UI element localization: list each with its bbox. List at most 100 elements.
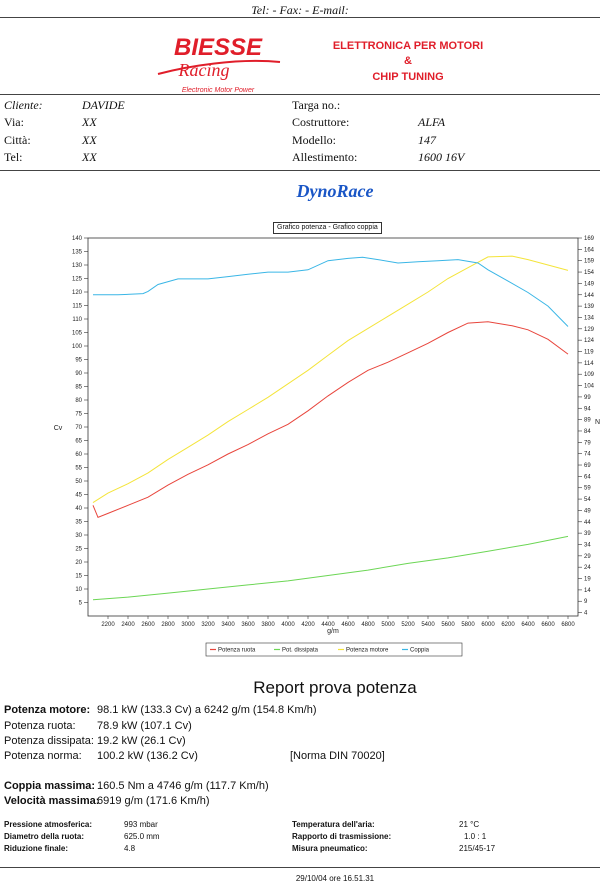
y-tick-label: 95 — [75, 358, 82, 364]
x-tick-label: 5600 — [441, 622, 455, 628]
info-divider — [0, 170, 600, 171]
plate-label: Targa no.: — [292, 98, 341, 112]
x-tick-label: 2200 — [101, 622, 115, 628]
y2-tick-label: 124 — [584, 338, 595, 344]
chart-title: Grafico potenza - Grafico coppia — [273, 222, 382, 234]
max-speed-value: 6919 g/m (171.6 Km/h) — [97, 795, 210, 807]
y-tick-label: 20 — [75, 560, 82, 566]
x-tick-label: 2400 — [121, 622, 135, 628]
x-tick-label: 3400 — [221, 622, 235, 628]
y2-tick-label: 164 — [584, 247, 595, 253]
footer-divider — [0, 867, 600, 868]
y2-tick-label: 109 — [584, 372, 595, 378]
series-line-4 — [93, 256, 569, 327]
x-tick-label: 3200 — [201, 622, 215, 628]
x-tick-label: 5800 — [461, 622, 475, 628]
x-tick-label: 3800 — [261, 622, 275, 628]
report-title: Report prova potenza — [253, 678, 417, 697]
logo-script: Racing — [178, 60, 230, 80]
y-axis-label: Cv — [54, 425, 63, 432]
x-tick-label: 5400 — [421, 622, 435, 628]
y2-tick-label: 129 — [584, 327, 595, 333]
y2-tick-label: 144 — [584, 293, 595, 299]
norm-standard: [Norma DIN 70020] — [290, 750, 385, 762]
y2-tick-label: 19 — [584, 577, 591, 583]
legend-box — [205, 642, 463, 657]
x-tick-label: 3600 — [241, 622, 255, 628]
y-tick-label: 80 — [75, 398, 82, 404]
max-speed-label: Velocità massima: — [4, 795, 100, 807]
y-tick-label: 55 — [75, 466, 82, 472]
y2-tick-label: 99 — [584, 395, 591, 401]
maker-value: ALFA — [418, 115, 446, 129]
legend-label-2: Pot. dissipata — [282, 648, 319, 654]
logo-divider — [0, 94, 600, 95]
contact-line: Tel: - Fax: - E-mail: — [251, 3, 349, 17]
y2-tick-label: 154 — [584, 270, 595, 276]
y2-tick-label: 159 — [584, 259, 595, 265]
x-tick-label: 4600 — [341, 622, 355, 628]
logo-text: BIESSE — [174, 34, 263, 61]
x-tick-label: 2800 — [161, 622, 175, 628]
x-tick-label: 4000 — [281, 622, 295, 628]
x-tick-label: 4400 — [321, 622, 335, 628]
model-label: Modello: — [292, 133, 336, 147]
x-tick-label: 2600 — [141, 622, 155, 628]
y-tick-label: 25 — [75, 547, 82, 553]
norm-power-value: 100.2 kW (136.2 Cv) — [97, 750, 198, 762]
y2-tick-label: 134 — [584, 315, 595, 321]
y-tick-label: 35 — [75, 520, 82, 526]
air-temp-label: Temperatura dell'aria: — [292, 820, 375, 829]
tagline-line2: CHIP TUNING — [372, 71, 444, 83]
dyno-title: DynoRace — [296, 181, 374, 201]
customer-label: Cliente: — [4, 98, 43, 112]
y2-tick-label: 4 — [584, 611, 588, 617]
x-tick-label: 4800 — [361, 622, 375, 628]
x-tick-label: 6800 — [561, 622, 575, 628]
legend-label-3: Potenza motore — [346, 648, 389, 654]
tyre-size-label: Misura pneumatico: — [292, 844, 368, 853]
air-temp-value: 21 °C — [459, 820, 480, 829]
engine-power-label: Potenza motore: — [4, 704, 91, 716]
gear-ratio-value: 1.0 : 1 — [464, 832, 487, 841]
street-label: Via: — [4, 115, 24, 129]
wheel-power-value: 78.9 kW (107.1 Cv) — [97, 720, 192, 732]
y2-tick-label: 49 — [584, 508, 591, 514]
y-tick-label: 105 — [72, 331, 83, 337]
y-tick-label: 50 — [75, 479, 82, 485]
wheel-diameter-value: 625.0 mm — [124, 832, 160, 841]
logo-tagline: Electronic Motor Power — [182, 87, 255, 94]
model-value: 147 — [418, 133, 436, 147]
norm-power-label: Potenza norma: — [4, 750, 82, 762]
y-tick-label: 135 — [72, 250, 83, 256]
y-tick-label: 140 — [72, 236, 83, 242]
y2-tick-label: 94 — [584, 406, 591, 412]
series-line-3 — [92, 255, 569, 504]
legend-label-4: Coppia — [410, 648, 430, 654]
y2-tick-label: 139 — [584, 304, 595, 310]
y2-tick-label: 54 — [584, 497, 591, 503]
tagline-line1: ELETTRONICA PER MOTORI — [332, 40, 484, 52]
y2-tick-label: 84 — [584, 429, 591, 435]
footer-date: 29/10/04 ore 16.51.31 — [295, 874, 375, 883]
x-tick-label: 6200 — [501, 622, 515, 628]
y2-tick-label: 69 — [584, 463, 591, 469]
y2-tick-label: 39 — [584, 531, 591, 537]
y2-tick-label: 24 — [584, 565, 591, 571]
y-tick-label: 65 — [75, 439, 82, 445]
y2-tick-label: 149 — [584, 281, 595, 287]
maker-label: Costruttore: — [292, 115, 350, 129]
y-tick-label: 30 — [75, 533, 82, 539]
y2-tick-label: 9 — [584, 599, 588, 605]
x-tick-label: 5200 — [401, 622, 415, 628]
y-tick-label: 120 — [72, 290, 83, 296]
max-torque-value: 160.5 Nm a 4746 g/m (117.7 Km/h) — [97, 780, 269, 792]
city-label: Città: — [4, 133, 31, 147]
wheel-diameter-label: Diametro della ruota: — [4, 832, 85, 841]
y2-tick-label: 44 — [584, 520, 591, 526]
x-tick-label: 6400 — [521, 622, 535, 628]
y-tick-label: 40 — [75, 506, 82, 512]
tagline-amp: & — [404, 55, 412, 67]
pressure-value: 993 mbar — [124, 820, 158, 829]
y-tick-label: 90 — [75, 371, 82, 377]
